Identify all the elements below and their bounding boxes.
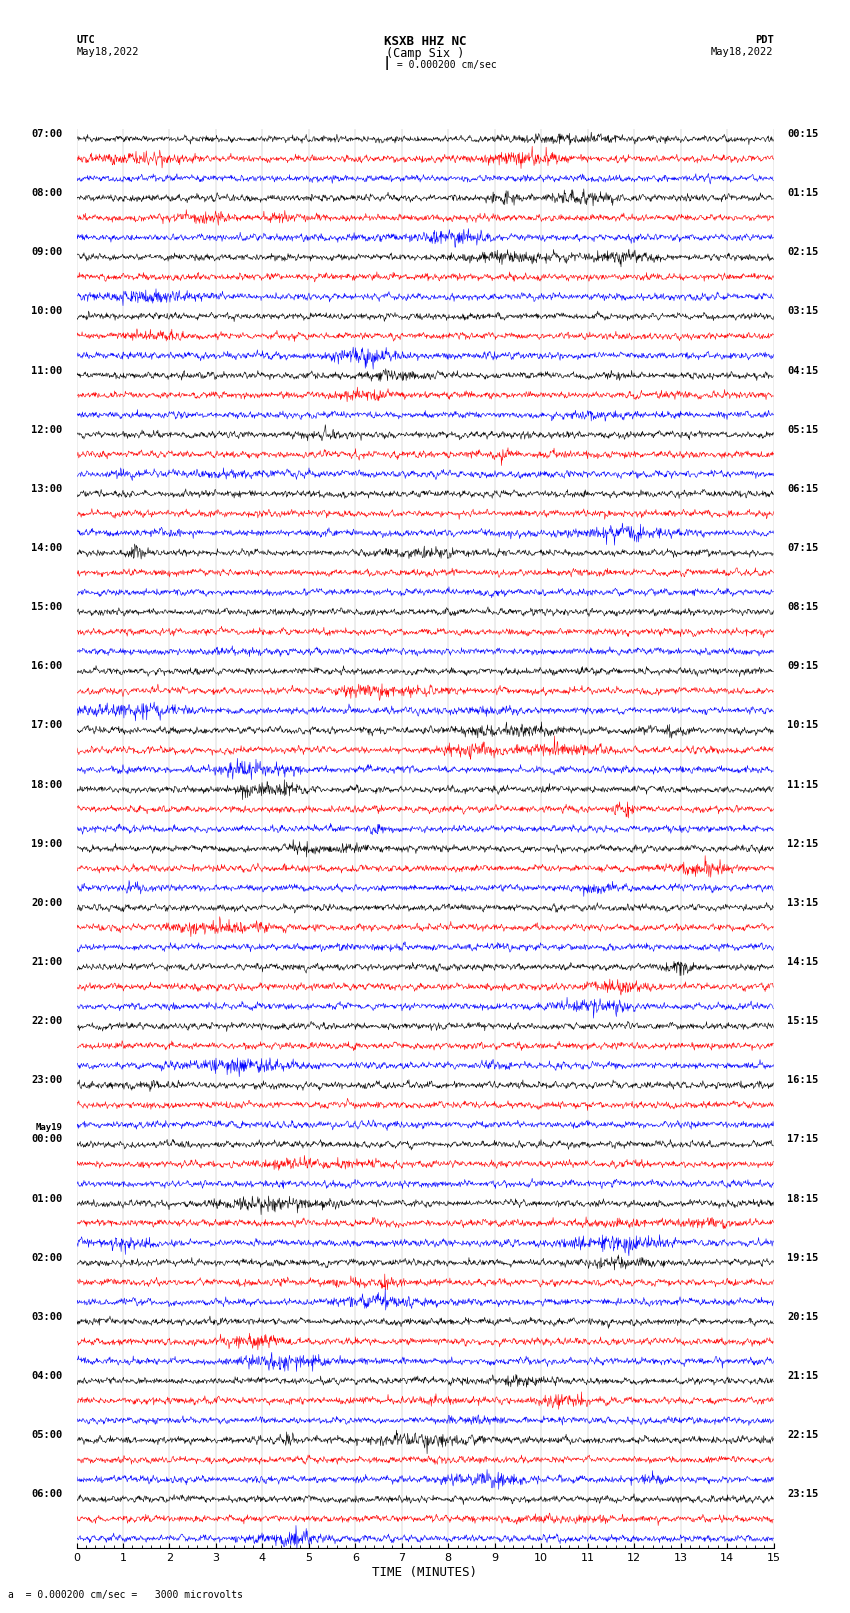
Text: 14:00: 14:00 (31, 544, 63, 553)
Text: 14:15: 14:15 (787, 957, 819, 968)
Text: 17:15: 17:15 (787, 1134, 819, 1145)
Text: 08:00: 08:00 (31, 189, 63, 198)
Text: 09:00: 09:00 (31, 247, 63, 258)
Text: 23:00: 23:00 (31, 1076, 63, 1086)
Text: 04:15: 04:15 (787, 366, 819, 376)
Text: 11:15: 11:15 (787, 779, 819, 790)
Text: 13:00: 13:00 (31, 484, 63, 494)
Text: 19:15: 19:15 (787, 1253, 819, 1263)
Text: 13:15: 13:15 (787, 898, 819, 908)
Text: 10:00: 10:00 (31, 306, 63, 316)
X-axis label: TIME (MINUTES): TIME (MINUTES) (372, 1566, 478, 1579)
Text: 07:00: 07:00 (31, 129, 63, 139)
Text: KSXB HHZ NC: KSXB HHZ NC (383, 35, 467, 48)
Text: 03:00: 03:00 (31, 1311, 63, 1323)
Text: 09:15: 09:15 (787, 661, 819, 671)
Text: May18,2022: May18,2022 (76, 47, 139, 56)
Text: 12:15: 12:15 (787, 839, 819, 848)
Text: 12:00: 12:00 (31, 424, 63, 436)
Text: 07:15: 07:15 (787, 544, 819, 553)
Text: 00:00: 00:00 (31, 1134, 63, 1145)
Text: = 0.000200 cm/sec: = 0.000200 cm/sec (391, 60, 496, 69)
Text: 08:15: 08:15 (787, 602, 819, 613)
Text: 01:15: 01:15 (787, 189, 819, 198)
Text: 18:15: 18:15 (787, 1194, 819, 1203)
Text: 05:00: 05:00 (31, 1431, 63, 1440)
Text: 22:00: 22:00 (31, 1016, 63, 1026)
Text: 06:15: 06:15 (787, 484, 819, 494)
Text: (Camp Six ): (Camp Six ) (386, 47, 464, 60)
Text: 19:00: 19:00 (31, 839, 63, 848)
Text: 05:15: 05:15 (787, 424, 819, 436)
Text: UTC: UTC (76, 35, 95, 45)
Text: May18,2022: May18,2022 (711, 47, 774, 56)
Text: 22:15: 22:15 (787, 1431, 819, 1440)
Text: 03:15: 03:15 (787, 306, 819, 316)
Text: 06:00: 06:00 (31, 1489, 63, 1500)
Text: May19: May19 (36, 1123, 63, 1132)
Text: 02:15: 02:15 (787, 247, 819, 258)
Text: 17:00: 17:00 (31, 721, 63, 731)
Text: 10:15: 10:15 (787, 721, 819, 731)
Text: 11:00: 11:00 (31, 366, 63, 376)
Text: 04:00: 04:00 (31, 1371, 63, 1381)
Text: PDT: PDT (755, 35, 774, 45)
Text: 21:00: 21:00 (31, 957, 63, 968)
Text: 02:00: 02:00 (31, 1253, 63, 1263)
Text: 18:00: 18:00 (31, 779, 63, 790)
Text: a  = 0.000200 cm/sec =   3000 microvolts: a = 0.000200 cm/sec = 3000 microvolts (8, 1590, 243, 1600)
Text: 23:15: 23:15 (787, 1489, 819, 1500)
Text: 16:15: 16:15 (787, 1076, 819, 1086)
Text: 20:00: 20:00 (31, 898, 63, 908)
Text: 20:15: 20:15 (787, 1311, 819, 1323)
Text: 15:15: 15:15 (787, 1016, 819, 1026)
Text: 15:00: 15:00 (31, 602, 63, 613)
Text: 01:00: 01:00 (31, 1194, 63, 1203)
Text: 16:00: 16:00 (31, 661, 63, 671)
Text: 21:15: 21:15 (787, 1371, 819, 1381)
Text: 00:15: 00:15 (787, 129, 819, 139)
Text: |: | (382, 56, 391, 71)
